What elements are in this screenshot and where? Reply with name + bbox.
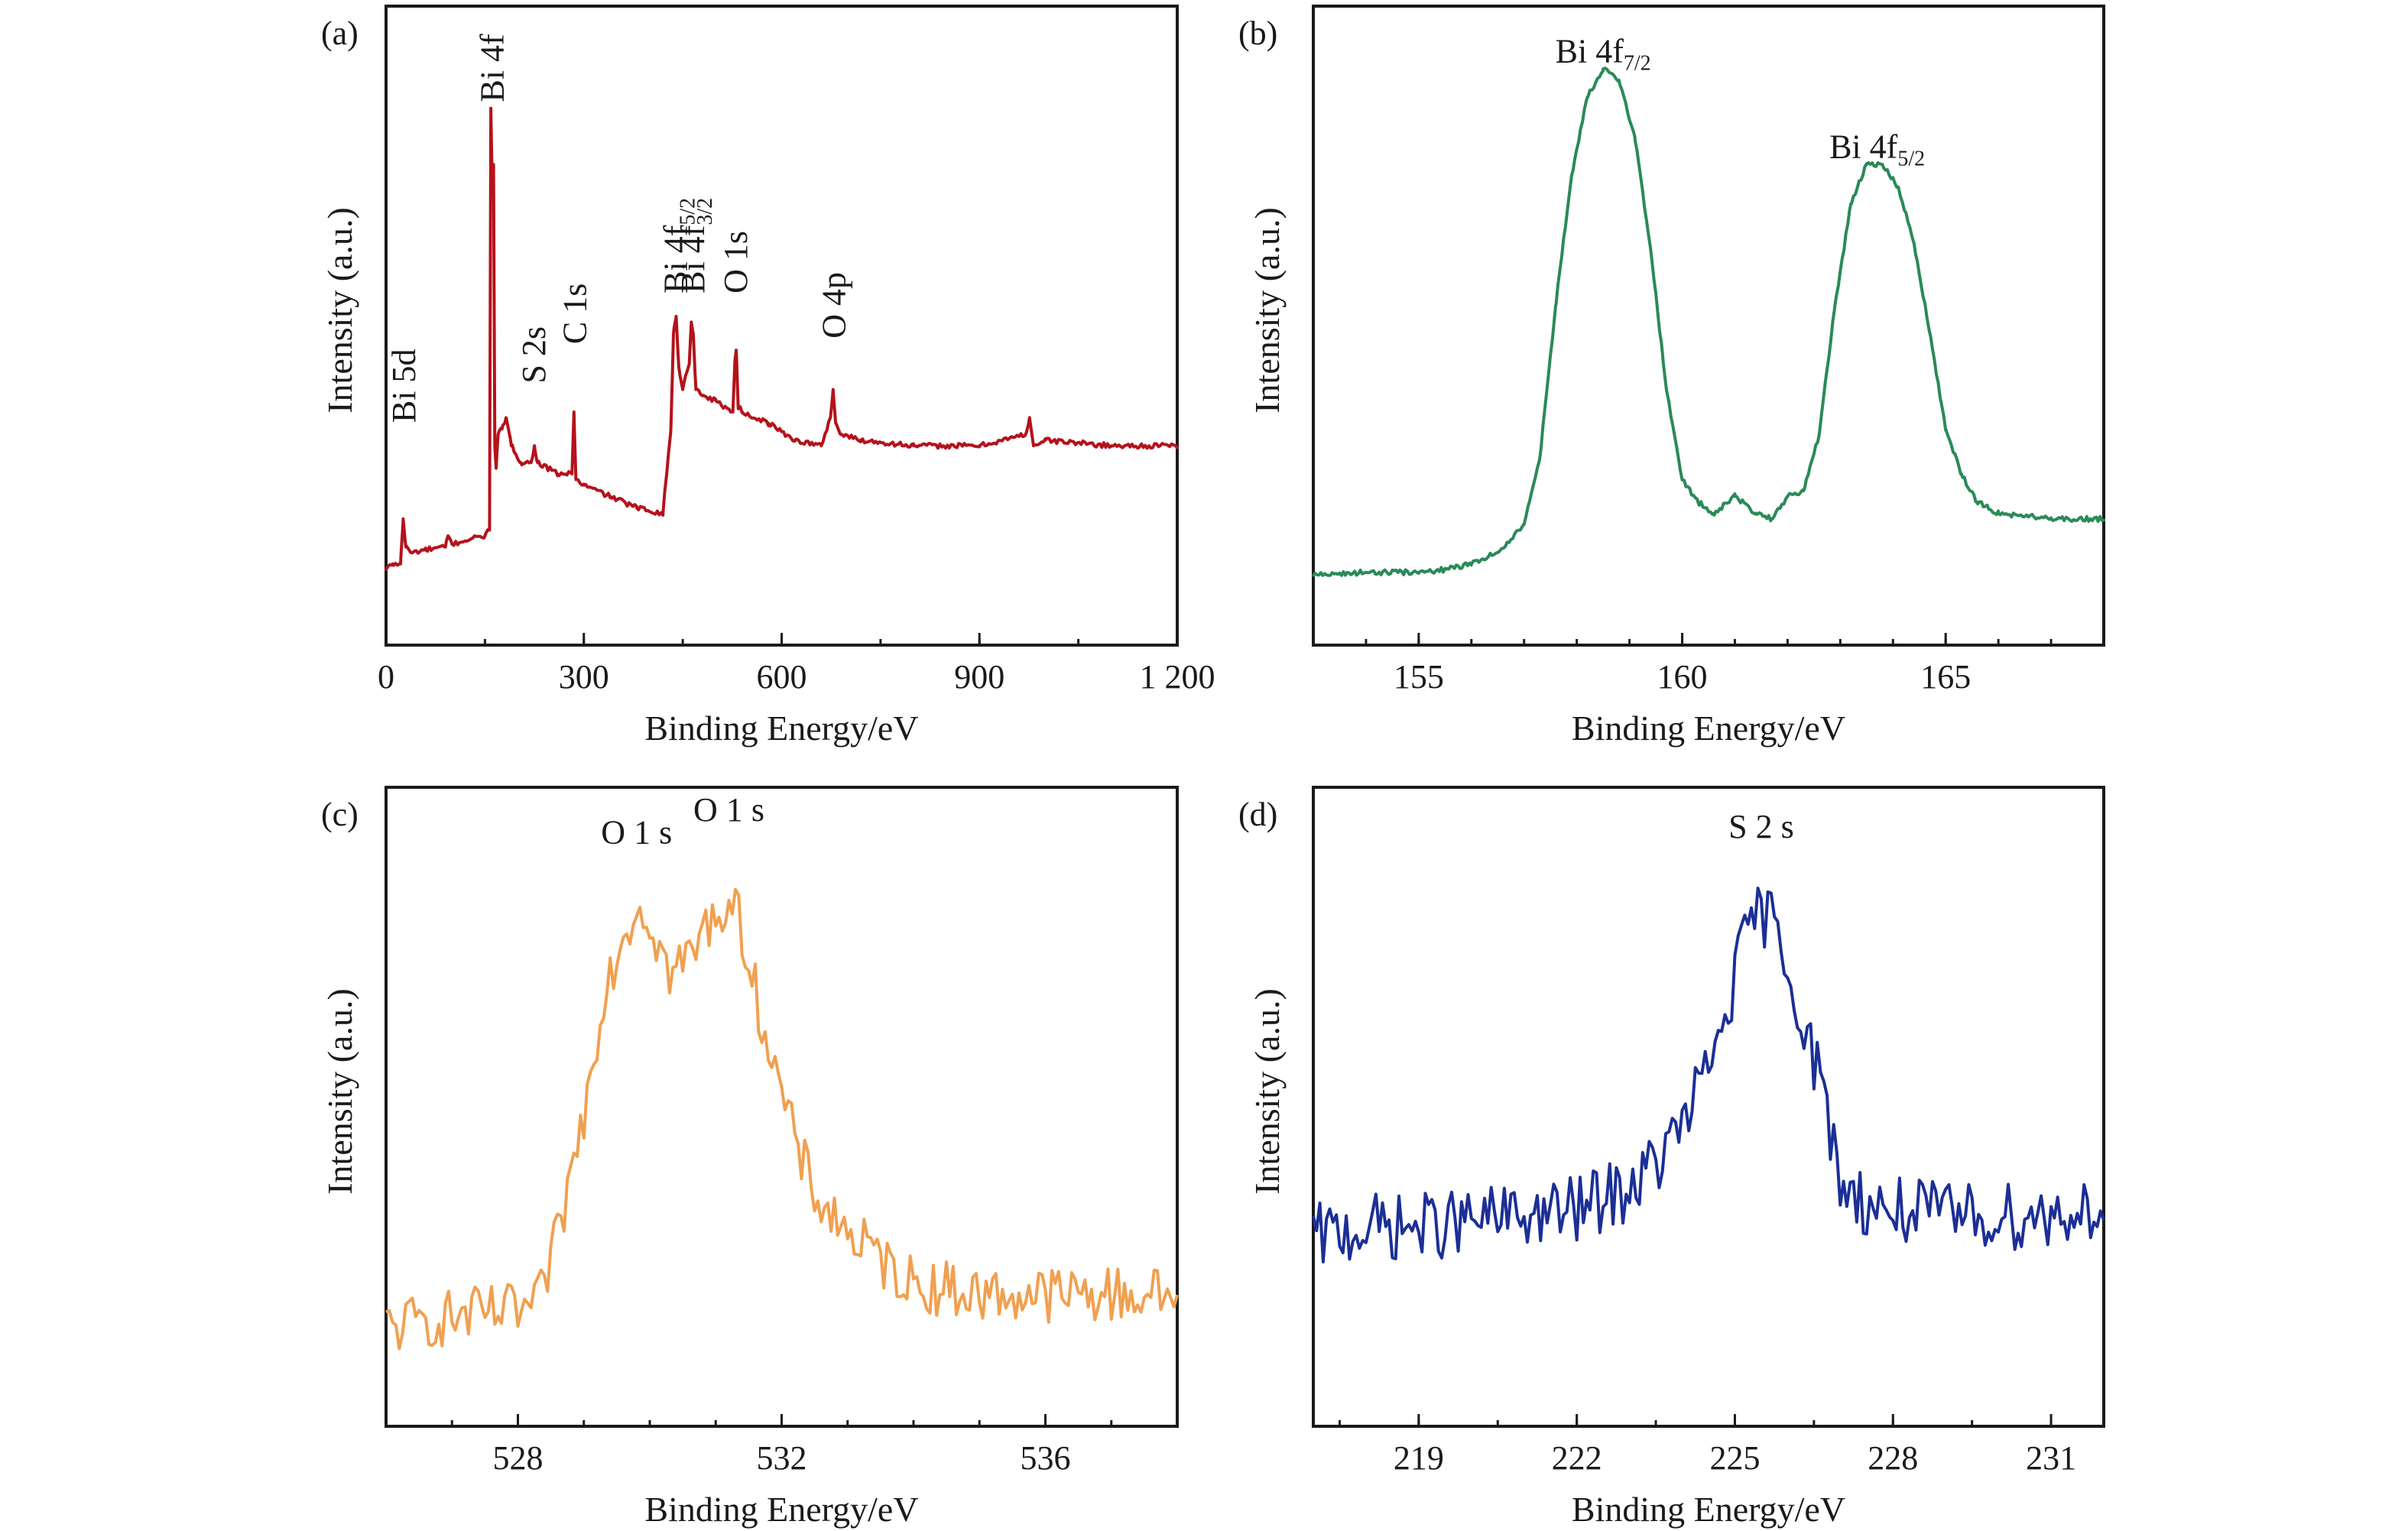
peak-label: S 2 s bbox=[1728, 808, 1794, 845]
x-tick-label: 0 bbox=[378, 658, 394, 696]
plot-frame bbox=[1312, 5, 2105, 647]
panel-label: (a) bbox=[321, 15, 359, 52]
y-axis-title: Intensity (a.u.) bbox=[1248, 988, 1287, 1195]
spectrum-line bbox=[1312, 887, 2105, 1263]
peak-label: Bi 4f3/2 bbox=[674, 198, 717, 294]
x-tick-label: 160 bbox=[1657, 658, 1708, 696]
x-axis-title: Binding Energy/eV bbox=[1572, 1490, 1845, 1529]
panel-label: (b) bbox=[1238, 15, 1277, 52]
peak-label: S 2s bbox=[515, 326, 553, 384]
y-axis-title: Intensity (a.u.) bbox=[1248, 207, 1287, 414]
panel-label: (c) bbox=[321, 796, 359, 833]
x-tick-label: 219 bbox=[1394, 1439, 1444, 1477]
x-tick-label: 225 bbox=[1709, 1439, 1760, 1477]
x-tick-label: 228 bbox=[1868, 1439, 1918, 1477]
x-tick-label: 222 bbox=[1552, 1439, 1602, 1477]
x-axis-title: Binding Energy/eV bbox=[1572, 709, 1845, 748]
x-tick-label: 528 bbox=[493, 1439, 544, 1477]
spectrum-line bbox=[385, 106, 1179, 572]
x-tick-label: 536 bbox=[1021, 1439, 1071, 1477]
spectrum-line bbox=[1312, 66, 2105, 577]
y-axis-title: Intensity (a.u.) bbox=[320, 207, 359, 414]
plot-frame bbox=[1312, 786, 2105, 1428]
x-tick-label: 900 bbox=[954, 658, 1004, 696]
panel-c: 528 532 536 Binding Energy/eV Intensity (a.u… bbox=[320, 786, 1179, 1529]
peak-label: O 1s bbox=[717, 231, 755, 294]
panel-label: (d) bbox=[1238, 796, 1277, 833]
plot-frame bbox=[385, 786, 1179, 1428]
y-axis-title: Intensity (a.u.) bbox=[320, 988, 359, 1195]
x-tick-label: 1 200 bbox=[1140, 658, 1215, 696]
peak-label: Bi 5d bbox=[385, 349, 423, 423]
panel-d: 219 222 225 228 231 Binding Energy/eV Intensit… bbox=[1238, 786, 2105, 1529]
peak-label: Bi 4f7/2 bbox=[1556, 32, 1651, 75]
x-axis-title: Binding Energy/eV bbox=[644, 709, 918, 748]
panel-b: 155 160 165 Binding Energy/eV Intensity (a.u… bbox=[1238, 5, 2105, 748]
peak-label: O 1 s bbox=[693, 791, 764, 829]
x-axis-title: Binding Energy/eV bbox=[644, 1490, 918, 1529]
peak-label: O 1 s bbox=[601, 813, 672, 851]
x-tick-label: 600 bbox=[757, 658, 807, 696]
peak-label: C 1s bbox=[557, 284, 594, 344]
panel-a: 0 300 600 900 1 200 Binding Energy/eV Intensit… bbox=[320, 5, 1215, 748]
x-tick-label: 300 bbox=[559, 658, 609, 696]
peak-label: O 4p bbox=[816, 272, 853, 339]
x-tick-label: 155 bbox=[1394, 658, 1444, 696]
peak-label: Bi 4f5/2 bbox=[657, 198, 700, 294]
x-tick-label: 532 bbox=[757, 1439, 807, 1477]
peak-label: Bi 4f bbox=[474, 34, 511, 102]
spectrum-line bbox=[385, 887, 1179, 1351]
peak-label: Bi 4f5/2 bbox=[1829, 128, 1925, 171]
x-tick-label: 231 bbox=[2026, 1439, 2076, 1477]
x-tick-label: 165 bbox=[1920, 658, 1971, 696]
